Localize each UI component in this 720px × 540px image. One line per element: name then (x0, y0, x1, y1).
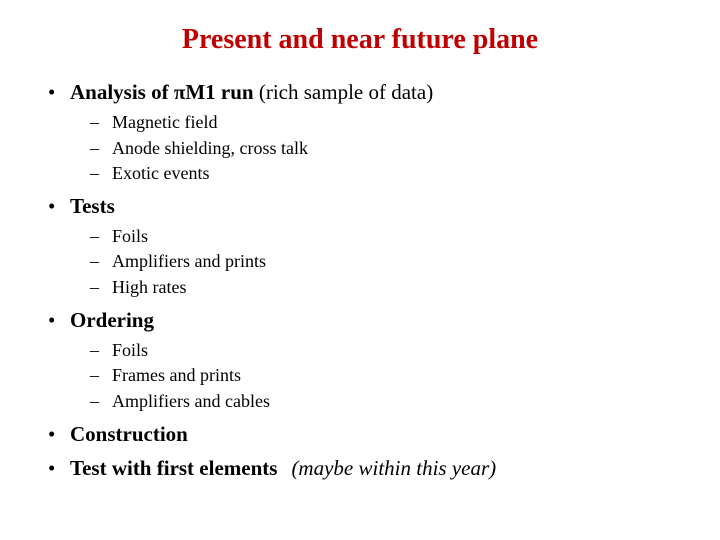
main-item-testfirst: Test with first elements (maybe within th… (40, 454, 680, 482)
main-item-construction: Construction (40, 420, 680, 448)
sub-item: Exotic events (40, 161, 680, 186)
slide-title: Present and near future plane (40, 24, 680, 56)
sub-item: Amplifiers and cables (40, 389, 680, 414)
main-item-label-bold: Tests (70, 194, 115, 218)
sub-item: Foils (40, 338, 680, 363)
main-item-label-bold: Ordering (70, 308, 154, 332)
sub-list-ordering: Foils Frames and prints Amplifiers and c… (40, 338, 680, 414)
main-bullet-list: Analysis of πM1 run (rich sample of data… (40, 78, 680, 482)
main-item-label-bold: Analysis of πM1 run (70, 80, 254, 104)
sub-item: Magnetic field (40, 110, 680, 135)
sub-list-analysis: Magnetic field Anode shielding, cross ta… (40, 110, 680, 186)
sub-item: Amplifiers and prints (40, 249, 680, 274)
main-item-ordering: Ordering (40, 306, 680, 334)
sub-item: Anode shielding, cross talk (40, 136, 680, 161)
sub-list-tests: Foils Amplifiers and prints High rates (40, 224, 680, 300)
main-item-tests: Tests (40, 192, 680, 220)
sub-item: High rates (40, 275, 680, 300)
sub-item: Foils (40, 224, 680, 249)
main-item-analysis: Analysis of πM1 run (rich sample of data… (40, 78, 680, 106)
main-item-label-bold: Construction (70, 422, 188, 446)
inline-note: (maybe within this year) (291, 456, 496, 480)
main-item-label-bold: Test with first elements (70, 456, 277, 480)
main-item-label-normal: (rich sample of data) (254, 80, 434, 104)
sub-item: Frames and prints (40, 363, 680, 388)
